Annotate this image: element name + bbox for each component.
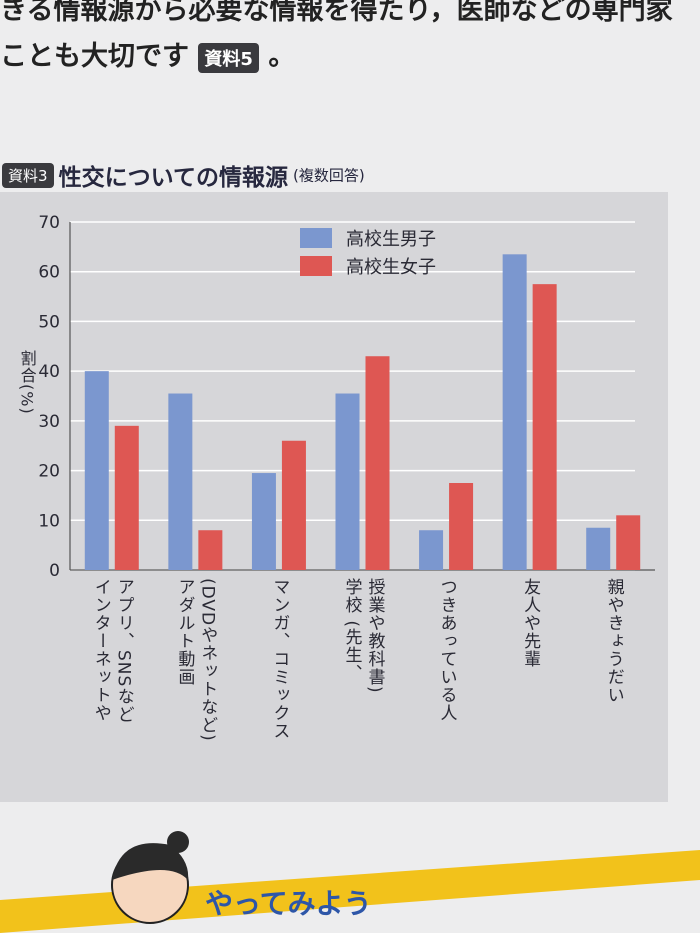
character-bun <box>167 831 189 853</box>
y-tick-label: 20 <box>38 462 60 482</box>
x-tick-label: 親やきょうだい <box>603 578 624 704</box>
bar <box>168 393 193 570</box>
bar <box>616 515 641 570</box>
text-line: ことも大切です 資料5 。 <box>0 34 295 73</box>
legend-swatch <box>300 256 332 276</box>
character-hair <box>112 843 189 880</box>
chart-title: 性交についての情報源 <box>58 165 288 191</box>
badge: 資料3 <box>2 162 54 188</box>
bar <box>84 371 109 570</box>
text-line: きる情報源から必要な情報を得たり，医師などの専門家 <box>0 0 673 26</box>
bar <box>335 393 360 570</box>
y-tick-label: 70 <box>38 213 60 233</box>
chart-heading: 資料3 性交についての情報源 (複数回答) <box>2 158 365 192</box>
bar <box>114 425 139 570</box>
x-tick-label: つきあっている人 <box>436 578 457 722</box>
text: 。 <box>268 41 296 72</box>
legend-label: 高校生女子 <box>346 257 436 278</box>
chart-panel <box>0 192 668 802</box>
bar <box>502 254 527 571</box>
text: ことも大切です <box>0 41 189 72</box>
y-axis-label: 割合(%) <box>17 350 37 415</box>
bar <box>365 356 390 570</box>
y-tick-label: 30 <box>38 412 60 432</box>
x-tick-label: アダルト動画 (DVDやネットなど) <box>174 578 218 742</box>
legend-label: 高校生男子 <box>346 229 436 250</box>
bar <box>532 284 557 570</box>
x-tick-label: マンガ、コミックス <box>269 578 290 740</box>
y-tick-label: 60 <box>38 263 60 283</box>
y-tick-label: 0 <box>49 561 60 581</box>
bar <box>251 473 276 570</box>
bar <box>281 440 306 570</box>
x-tick-label: 学校 (先生、 授業や教科書) <box>341 578 385 694</box>
chart-subtitle: (複数回答) <box>293 166 365 185</box>
y-tick-label: 50 <box>38 312 60 332</box>
y-tick-label: 40 <box>38 362 60 382</box>
legend-swatch <box>300 228 332 248</box>
bar <box>586 527 611 570</box>
activity-title: やってみよう <box>205 887 372 920</box>
x-tick-label: インターネットや アプリ、SNSなど <box>90 578 134 724</box>
bar <box>449 483 474 570</box>
badge: 資料5 <box>198 42 259 73</box>
x-tick-label: 友人や先輩 <box>520 578 541 668</box>
y-tick-label: 10 <box>38 511 60 531</box>
bar <box>419 530 444 570</box>
bar <box>198 530 223 570</box>
